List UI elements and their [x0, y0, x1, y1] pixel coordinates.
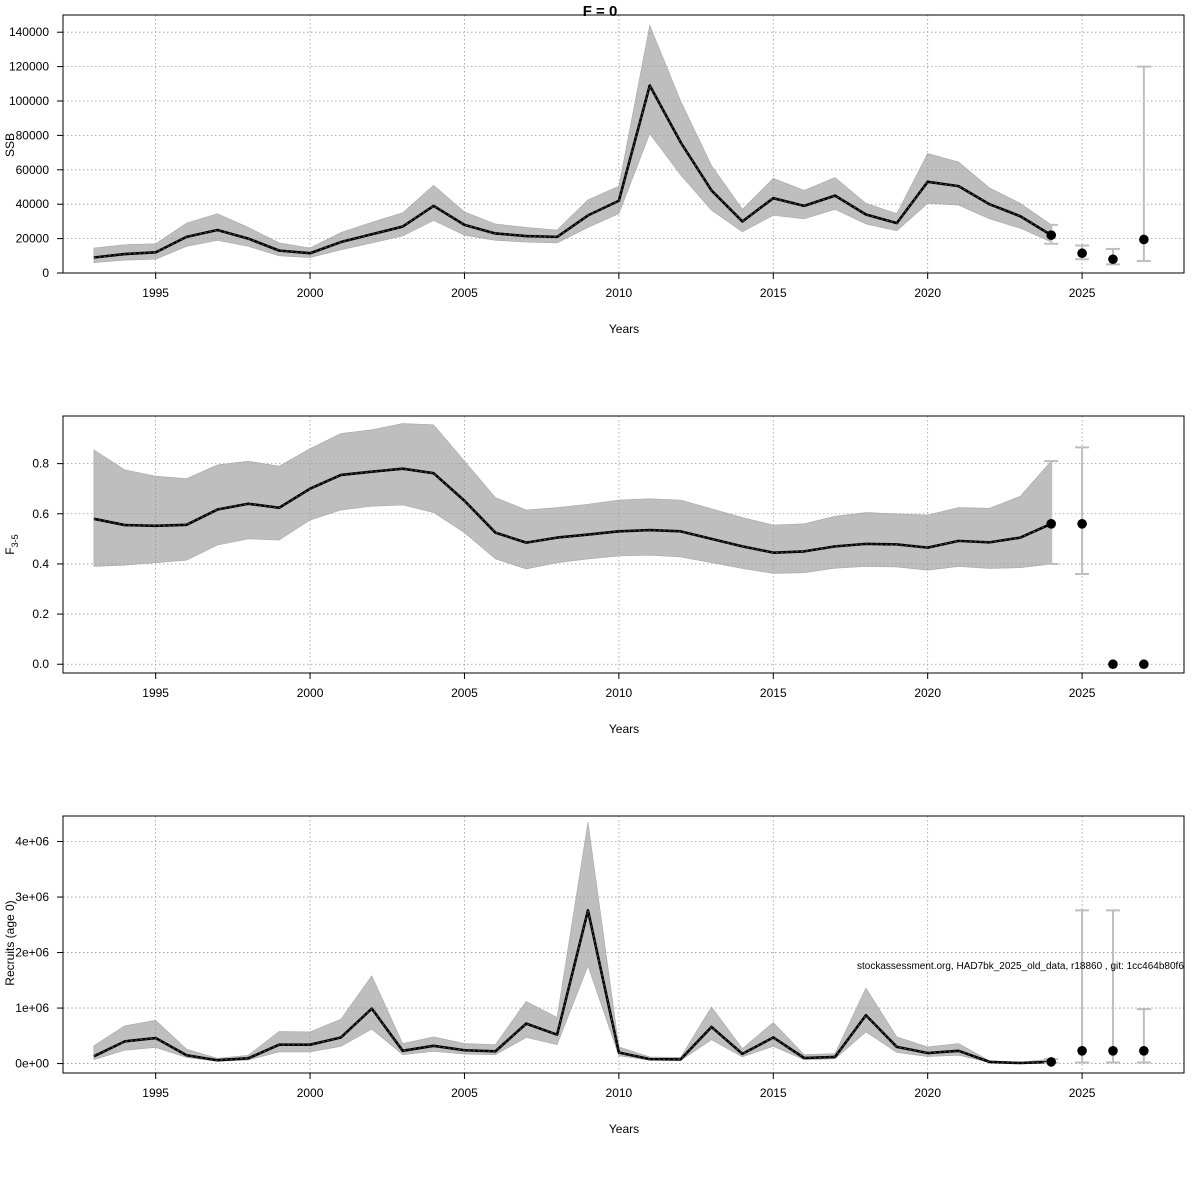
ssb-x-tick-label: 2020 — [914, 286, 941, 300]
recruits-estimate-dots — [93, 910, 1052, 1064]
recruits-x-tick-label: 2005 — [451, 1086, 478, 1100]
ssb-x-tick-label: 2025 — [1069, 286, 1096, 300]
recruits-x-tick-label: 2010 — [606, 1086, 633, 1100]
recruits-y-axis-label: Recruits (age 0) — [3, 900, 17, 985]
fbar-x-tick-label: 2015 — [760, 686, 787, 700]
recruits-y-tick-label: 0e+00 — [15, 1057, 49, 1071]
fbar-x-tick-label: 2020 — [914, 686, 941, 700]
fbar-estimate-dots — [93, 468, 1052, 554]
recruits-x-tick-label: 2020 — [914, 1086, 941, 1100]
fbar-forecast-point — [1108, 659, 1118, 670]
recruits-plot-frame — [62, 815, 1185, 1074]
recruits-x-tick-label: 2015 — [760, 1086, 787, 1100]
ssb-x-tick-label: 2000 — [297, 286, 324, 300]
ssb-y-tick-label: 40000 — [16, 197, 50, 211]
fbar-x-axis-label: Years — [609, 722, 639, 736]
ssb-forecast-point — [1046, 230, 1057, 240]
ssb-y-axis-label: SSB — [3, 133, 17, 157]
ssb-estimate-dots — [93, 84, 1052, 259]
recruits-x-axis-label: Years — [609, 1122, 639, 1136]
recruits-panel: 1995 2000 2005 2010 2015 2020 2025 0e+00 1e+06 2e… — [3, 815, 1185, 1136]
recruits-x-tick-label: 1995 — [142, 1086, 169, 1100]
ssb-x-tick-label: 2005 — [451, 286, 478, 300]
fbar-x-tick-label: 1995 — [142, 686, 169, 700]
ssb-y-tick-label: 120000 — [9, 60, 49, 74]
recruits-y-tick-label: 1e+06 — [15, 1001, 49, 1015]
fbar-x-tick-label: 2010 — [606, 686, 633, 700]
fbar-y-axis-label-text: F — [3, 547, 17, 554]
ssb-forecast-point — [1077, 248, 1087, 259]
ssb-y-tick-label: 100000 — [9, 94, 49, 108]
fbar-forecast-point — [1077, 519, 1087, 529]
ssb-plot-frame — [62, 14, 1185, 274]
recruits-x-tick-label: 2025 — [1069, 1086, 1096, 1100]
recruits-forecast-point — [1046, 1057, 1057, 1067]
recruits-forecast-point — [1077, 1045, 1087, 1056]
fbar-y-tick-label: 0.6 — [32, 507, 49, 521]
ssb-x-tick-label: 1995 — [142, 286, 169, 300]
ssb-y-tick-label: 60000 — [16, 163, 50, 177]
recruits-x-tick-label: 2000 — [297, 1086, 324, 1100]
recruits-confidence-band — [93, 822, 1052, 1064]
ssb-y-tick-label: 140000 — [9, 25, 49, 39]
ssb-forecast-point — [1139, 234, 1149, 245]
fbar-plot-frame — [62, 415, 1185, 674]
recruits-forecast-point — [1139, 1045, 1149, 1056]
recruits-y-tick-label: 4e+06 — [15, 835, 49, 849]
recruits-y-tick-label: 2e+06 — [15, 946, 49, 960]
figure-title: F = 0 — [583, 3, 618, 20]
ssb-x-axis-label: Years — [609, 322, 639, 336]
fbar-y-tick-label: 0.8 — [32, 457, 49, 471]
fbar-x-tick-label: 2005 — [451, 686, 478, 700]
fbar-y-axis-label: F3-5 — [3, 534, 20, 554]
recruits-y-tick-label: 3e+06 — [15, 890, 49, 904]
ssb-y-tick-label: 80000 — [16, 128, 50, 142]
fbar-y-axis-label-subscript: 3-5 — [10, 534, 20, 547]
ssb-y-tick-label: 0 — [42, 266, 49, 280]
fbar-confidence-band — [93, 423, 1052, 574]
watermark-text: stockassessment.org, HAD7bk_2025_old_dat… — [857, 961, 1184, 972]
recruits-forecast-point — [1108, 1045, 1118, 1056]
ssb-x-tick-label: 2015 — [760, 286, 787, 300]
ssb-x-tick-label: 2010 — [606, 286, 633, 300]
recruits-y-axis-label-text: Recruits (age 0) — [3, 900, 17, 985]
ssb-panel: 1995 2000 2005 2010 2015 2020 2025 0 20000 40000 6… — [3, 14, 1185, 336]
fbar-y-tick-label: 0.4 — [32, 557, 49, 571]
fbar-panel: 1995 2000 2005 2010 2015 2020 2025 0.0 0.2 0.4 0.6… — [3, 415, 1185, 736]
ssb-forecast-point — [1108, 254, 1118, 265]
fbar-x-tick-label: 2000 — [297, 686, 324, 700]
fbar-y-tick-label: 0.0 — [32, 657, 49, 671]
ssb-y-axis-label-text: SSB — [3, 133, 17, 157]
fbar-x-tick-label: 2025 — [1069, 686, 1096, 700]
fbar-forecast-point — [1139, 659, 1149, 670]
fbar-forecast-point — [1046, 519, 1057, 529]
ssb-y-tick-label: 20000 — [16, 232, 50, 246]
fbar-y-tick-label: 0.2 — [32, 607, 49, 621]
